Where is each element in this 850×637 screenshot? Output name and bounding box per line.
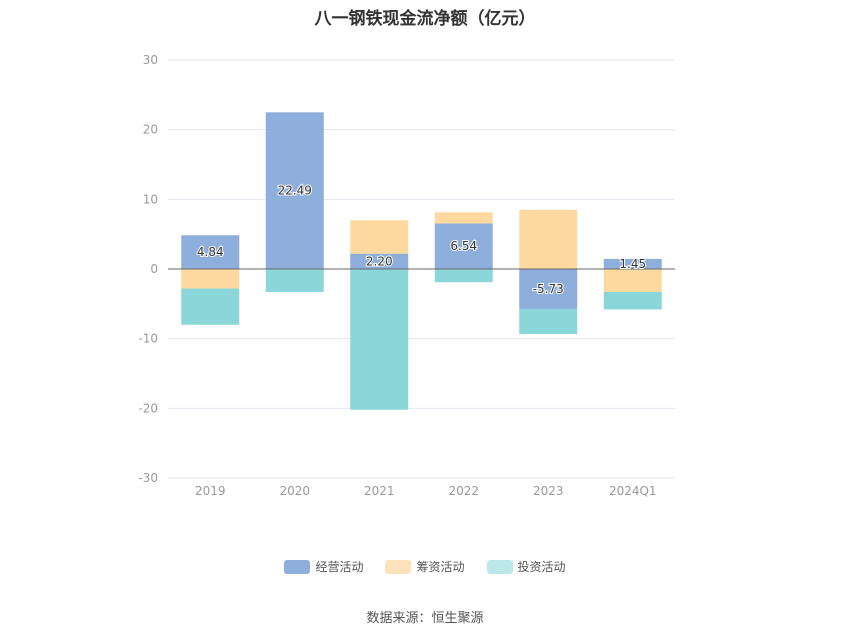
legend-swatch-investing [486,559,513,574]
bar-operating [350,253,409,269]
chart-plot: 30 20 10 0 -10 -20 -30 2019 2020 2021 2022 2023 2024… [138,53,675,498]
legend-label-operating: 经营活动 [315,560,364,574]
bar-investing [519,308,578,334]
bar-financing [603,269,662,292]
legend-label-investing: 投资活动 [517,560,566,574]
bar-investing [265,269,324,292]
x-tick-label: 2023 [533,484,564,498]
y-tick-label: -10 [138,332,158,346]
data-label: 22.49 [278,184,312,198]
y-tick-label: -20 [138,401,158,415]
bar-financing [350,220,409,254]
x-tick-label: 2020 [279,484,310,498]
data-source: 数据来源：恒生聚源 [366,611,484,626]
bar-operating [519,269,578,309]
y-tick-label: 0 [150,262,158,276]
y-tick-label: -30 [138,471,158,485]
legend-item-financing[interactable]: 筹资活动 [385,558,465,575]
bar-operating [603,258,662,269]
legend-item-investing[interactable]: 投资活动 [486,558,566,575]
legend-item-operating[interactable]: 经营活动 [284,558,363,575]
chart-title: 八一钢铁现金流净额（亿元） [314,9,536,29]
bar-operating [181,235,240,269]
bar-financing [181,269,240,289]
x-tick-label: 2019 [195,484,226,498]
bar-investing [181,288,240,325]
y-tick-label: 30 [143,53,158,67]
data-label: 4.84 [197,245,224,259]
bar-investing [434,269,493,283]
data-label: 6.54 [450,239,477,253]
data-label: -5.73 [533,282,564,296]
legend-swatch-financing [385,559,412,574]
x-tick-label: 2022 [448,484,479,498]
y-tick-label: 10 [143,192,158,206]
bar-investing [350,269,409,410]
legend: 经营活动 筹资活动 投资活动 [0,558,850,575]
legend-swatch-operating [284,559,311,574]
bar-investing [603,291,662,310]
x-tick-label: 2024Q1 [609,484,657,498]
legend-label-financing: 筹资活动 [416,560,465,574]
bar-operating [434,223,493,269]
bar-financing [434,212,493,224]
y-tick-label: 20 [143,123,158,137]
data-label: 2.20 [366,254,393,268]
bar-financing [519,209,578,269]
data-label: 1.45 [619,257,646,271]
bar-operating [265,112,324,269]
x-tick-label: 2021 [364,484,395,498]
